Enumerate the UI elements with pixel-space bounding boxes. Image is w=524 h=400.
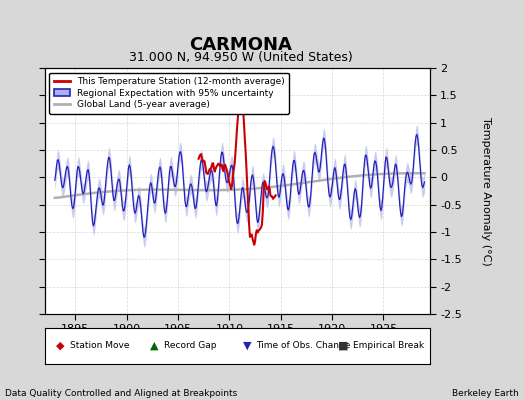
Text: CARMONA: CARMONA bbox=[190, 36, 292, 54]
Text: ▼: ▼ bbox=[243, 340, 251, 350]
Legend: This Temperature Station (12-month average), Regional Expectation with 95% uncer: This Temperature Station (12-month avera… bbox=[49, 72, 289, 114]
Text: Berkeley Earth: Berkeley Earth bbox=[452, 389, 519, 398]
Text: Data Quality Controlled and Aligned at Breakpoints: Data Quality Controlled and Aligned at B… bbox=[5, 389, 237, 398]
Text: Time of Obs. Change: Time of Obs. Change bbox=[256, 341, 351, 350]
Text: ▲: ▲ bbox=[150, 340, 159, 350]
Text: Record Gap: Record Gap bbox=[164, 341, 216, 350]
Text: ◆: ◆ bbox=[56, 340, 64, 350]
Text: ■: ■ bbox=[338, 340, 348, 350]
Text: 31.000 N, 94.950 W (United States): 31.000 N, 94.950 W (United States) bbox=[129, 51, 353, 64]
Text: Station Move: Station Move bbox=[70, 341, 129, 350]
Text: Empirical Break: Empirical Break bbox=[353, 341, 424, 350]
Y-axis label: Temperature Anomaly (°C): Temperature Anomaly (°C) bbox=[481, 117, 492, 265]
